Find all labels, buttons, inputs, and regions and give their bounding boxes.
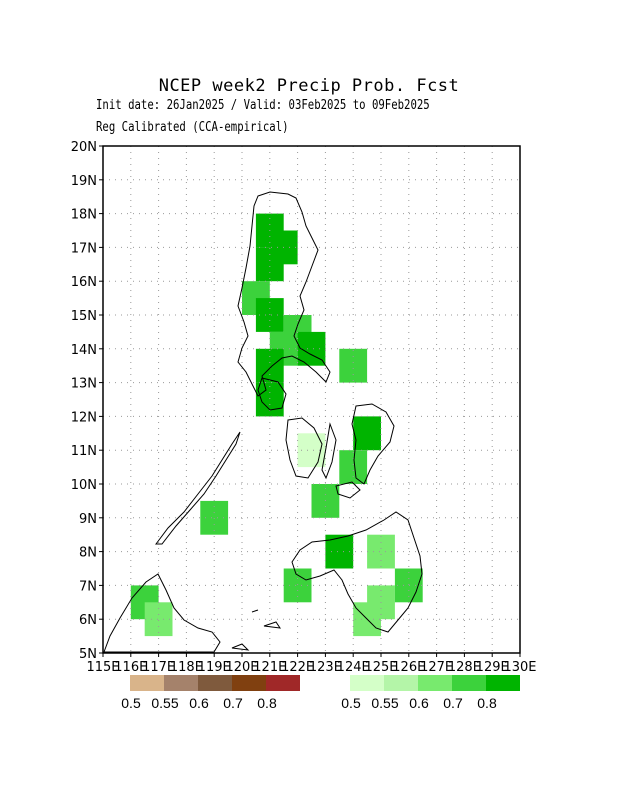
wet-legend-swatch: [486, 675, 520, 691]
lat-tick-label: 8N: [79, 546, 97, 561]
lon-tick-label: 119E: [198, 660, 231, 675]
lat-tick-label: 6N: [79, 613, 97, 628]
probability-cell-6: [255, 348, 284, 383]
lat-tick-label: 7N: [79, 579, 97, 594]
palawan-coastline: [155, 431, 241, 545]
probability-cell-11: [353, 416, 381, 451]
lat-tick-label: 15N: [71, 309, 97, 324]
probability-cell-7: [255, 382, 284, 417]
probability-cell-10: [339, 348, 368, 383]
map-frame: [102, 145, 521, 654]
wet-legend-swatch: [350, 675, 384, 691]
wet-legend-label: 0.6: [409, 695, 429, 711]
lon-tick-label: 130E: [503, 660, 536, 675]
probability-cell-12: [339, 450, 368, 484]
longitude-tick-labels: 115E116E117E118E119E120E121E122E123E124E…: [86, 653, 537, 675]
lat-tick-label: 17N: [71, 241, 97, 256]
below-normal-legend: 0.5 0.55 0.6 0.7 0.8: [121, 675, 300, 711]
lat-tick-label: 19N: [71, 174, 97, 189]
lon-tick-label: 126E: [392, 660, 425, 675]
lat-lon-grid: [103, 146, 520, 653]
probability-cells: [130, 213, 423, 637]
coastline: [103, 191, 423, 653]
lon-tick-label: 122E: [281, 660, 314, 675]
lat-tick-label: 13N: [71, 377, 97, 392]
dry-legend-swatch: [232, 675, 266, 691]
wet-legend-swatch: [452, 675, 486, 691]
map-subtitle-dates: Init date: 26Jan2025 / Valid: 03Feb2025 …: [96, 98, 430, 113]
lon-tick-label: 115E: [86, 660, 119, 675]
lat-tick-label: 11N: [71, 444, 97, 459]
lon-tick-label: 128E: [448, 660, 481, 675]
lon-tick-label: 118E: [170, 660, 203, 675]
lat-tick-label: 9N: [79, 512, 97, 527]
lat-tick-label: 12N: [71, 410, 97, 425]
sulu-islands-coastline: [231, 609, 282, 651]
lon-tick-label: 121E: [253, 660, 286, 675]
probability-cell-23: [144, 602, 173, 637]
dry-legend-swatch: [266, 675, 300, 691]
dry-legend-label: 0.6: [189, 695, 209, 711]
lon-tick-label: 125E: [364, 660, 397, 675]
wet-legend-label: 0.5: [341, 695, 361, 711]
wet-legend-label: 0.7: [443, 695, 463, 711]
lon-tick-label: 127E: [420, 660, 453, 675]
lon-tick-label: 129E: [476, 660, 509, 675]
lat-tick-label: 5N: [79, 647, 97, 662]
latitude-tick-labels: 5N 6N 7N 8N 9N 10N 11N 12N 13N 14N 15N 16N 17N 18N 19N…: [71, 140, 103, 662]
map-title: NCEP week2 Precip Prob. Fcst: [158, 76, 460, 96]
lon-tick-label: 117E: [142, 660, 175, 675]
luzon-coastline: [237, 191, 331, 397]
wet-legend-swatch: [418, 675, 452, 691]
lat-tick-label: 14N: [71, 343, 97, 358]
dry-legend-label: 0.5: [121, 695, 141, 711]
dry-legend-label: 0.8: [257, 695, 277, 711]
above-normal-legend: 0.5 0.55 0.6 0.7 0.8: [341, 675, 520, 711]
dry-legend-swatch: [198, 675, 232, 691]
bohol-coastline: [335, 481, 361, 499]
dry-legend-label: 0.7: [223, 695, 243, 711]
lat-tick-label: 16N: [71, 275, 97, 290]
dry-legend-swatch: [164, 675, 198, 691]
visayas-coastline: [285, 417, 323, 479]
map-subtitle-method: Reg Calibrated (CCA-empirical): [96, 120, 289, 135]
mindoro-coastline: [257, 377, 287, 411]
lat-tick-label: 18N: [71, 208, 97, 223]
wet-legend-label: 0.55: [371, 695, 398, 711]
lon-tick-label: 123E: [309, 660, 342, 675]
mindanao-coastline: [291, 511, 423, 633]
probability-cell-16: [367, 534, 395, 569]
lat-tick-label: 10N: [71, 478, 97, 493]
lon-tick-label: 124E: [337, 660, 370, 675]
samar-leyte-coastline: [351, 403, 395, 485]
borneo-coastline: [103, 573, 221, 653]
dry-legend-label: 0.55: [151, 695, 178, 711]
dry-legend-swatch: [130, 675, 164, 691]
lon-tick-label: 120E: [225, 660, 258, 675]
wet-legend-label: 0.8: [477, 695, 497, 711]
wet-legend-swatch: [384, 675, 418, 691]
cebu-coastline: [321, 422, 337, 480]
lon-tick-label: 116E: [114, 660, 147, 675]
lat-tick-label: 20N: [71, 140, 97, 155]
